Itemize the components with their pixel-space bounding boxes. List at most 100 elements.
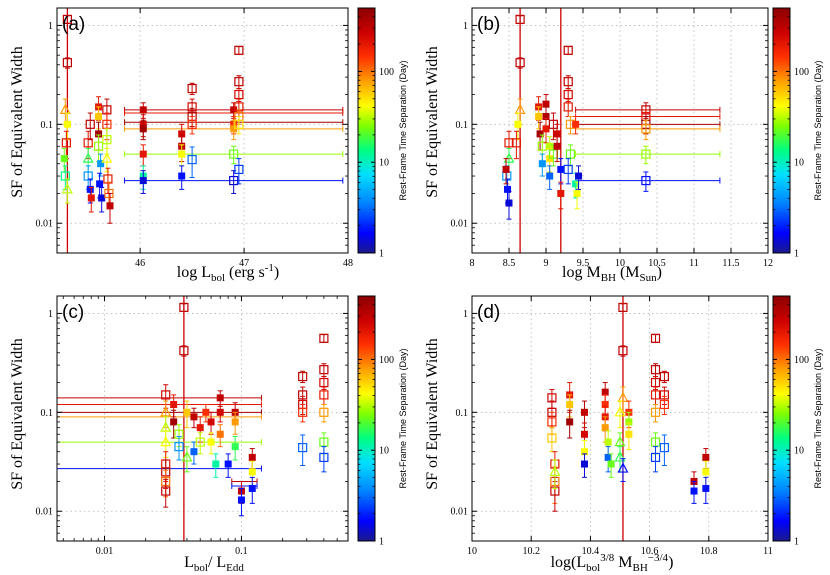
colorbar-tick-label: 100 <box>794 355 809 366</box>
colorbar-tick-label: 10 <box>794 158 804 169</box>
x-tick-label: 8 <box>470 258 475 269</box>
x-tick-label: 11 <box>689 258 699 269</box>
x-tick-label: 10.2 <box>522 546 540 557</box>
panel-c: 0.01 0.1 0.01 0.1 1 (c) SF of Equivalent Wid… <box>9 295 349 574</box>
data-point <box>614 400 626 429</box>
data-point <box>298 434 308 466</box>
data-point <box>224 453 232 478</box>
data-point <box>61 130 71 160</box>
data-point <box>85 112 95 141</box>
data-point <box>319 376 329 391</box>
panel-label-d: (d) <box>477 302 500 323</box>
data-point <box>202 403 210 423</box>
axes-frame <box>471 295 769 542</box>
y-tick-label: 1 <box>48 309 53 320</box>
data-point <box>181 446 193 473</box>
colorbar-gradient <box>772 295 791 542</box>
data-point <box>83 165 93 190</box>
x-axis-title-d: log(Lbol3/8 MBH−3/4) <box>551 552 674 574</box>
y-tick-label: 1 <box>463 21 468 32</box>
data-point <box>538 153 546 177</box>
x-axis-title-b: log MBH (MSun) <box>562 264 662 284</box>
data-point <box>565 115 576 135</box>
colorbar-tick-label: 10 <box>379 158 389 169</box>
data-point <box>62 14 72 25</box>
x-tick-label: 0.01 <box>96 546 114 557</box>
y-tick-label: 1 <box>463 309 468 320</box>
colorbar-gradient <box>772 7 791 254</box>
colorbar-tick-label: 1 <box>379 537 384 548</box>
data-point <box>229 170 239 194</box>
plot-area-c: 0.01 0.1 0.01 0.1 1 <box>36 295 349 557</box>
axes-frame <box>56 295 349 542</box>
data-point <box>690 480 698 504</box>
x-tick-label: 10.8 <box>700 546 718 557</box>
colorbar-tick-label: 100 <box>794 67 809 78</box>
data-point <box>87 186 95 213</box>
data-point <box>604 446 612 473</box>
x-axis-title-a: log Lbol (erg s-1) <box>177 262 279 284</box>
data-point <box>139 170 147 194</box>
x-tick-label: 11.5 <box>722 258 739 269</box>
data-point <box>542 117 550 144</box>
data-point <box>566 409 574 439</box>
axes-frame <box>56 7 349 254</box>
panel-label-b: (b) <box>477 14 500 35</box>
panel-label-a: (a) <box>62 14 85 35</box>
x-tick-label: 9.5 <box>577 258 590 269</box>
data-point <box>553 134 561 163</box>
data-point <box>106 192 114 224</box>
data-point <box>650 446 661 473</box>
plot-marks-d <box>547 296 710 541</box>
data-point <box>98 186 106 213</box>
data-point <box>139 119 147 141</box>
y-tick-label: 1 <box>48 21 53 32</box>
data-point <box>319 363 329 378</box>
data-point <box>59 98 71 125</box>
data-point <box>575 165 583 190</box>
data-point <box>190 407 198 429</box>
data-point <box>63 112 71 141</box>
data-point <box>234 45 244 55</box>
data-point <box>231 435 239 461</box>
data-point <box>212 453 220 478</box>
data-point <box>234 158 244 185</box>
panel-a: 46 47 48 0.01 0.1 1 (a) SF of Equivalent Widt… <box>9 7 353 284</box>
y-tick-label: 0.1 <box>41 408 54 419</box>
y-axis-title-d: SF of Equivalent Width <box>424 338 441 490</box>
data-point <box>319 333 329 343</box>
data-point <box>161 478 171 508</box>
data-point <box>650 363 661 378</box>
data-point <box>650 333 661 343</box>
data-point <box>515 57 525 69</box>
data-point <box>659 434 670 466</box>
data-point <box>216 424 224 448</box>
data-point <box>139 144 147 167</box>
panel-d: 10 10.2 10.4 10.6 10.8 11 0.01 0.1 1 (d) SF of E… <box>424 295 773 574</box>
data-point <box>319 386 329 405</box>
y-tick-label: 0.01 <box>451 507 469 518</box>
x-tick-label: 10.4 <box>582 546 600 557</box>
colorbar-tick-label: 10 <box>794 446 804 457</box>
data-point <box>207 432 215 455</box>
data-point <box>298 370 308 384</box>
data-point <box>319 446 329 473</box>
plot-marks-b <box>502 8 721 253</box>
data-point <box>618 345 628 357</box>
data-point <box>565 144 576 167</box>
data-point <box>195 432 205 455</box>
y-tick-label: 0.1 <box>456 408 469 419</box>
data-point <box>298 403 308 423</box>
data-point <box>179 345 189 357</box>
x-tick-label: 46 <box>135 258 145 269</box>
data-point <box>659 395 670 416</box>
data-point <box>580 453 588 478</box>
data-point <box>511 130 522 160</box>
data-point <box>557 158 565 185</box>
colorbar-tick-label: 10 <box>379 446 389 457</box>
data-point <box>179 302 189 313</box>
colorbar-gradient <box>357 7 376 254</box>
plot-marks-c <box>57 296 329 541</box>
colorbar-title: Rest-Frame Time Separation (Day) <box>398 348 408 488</box>
x-tick-label: 48 <box>343 258 353 269</box>
